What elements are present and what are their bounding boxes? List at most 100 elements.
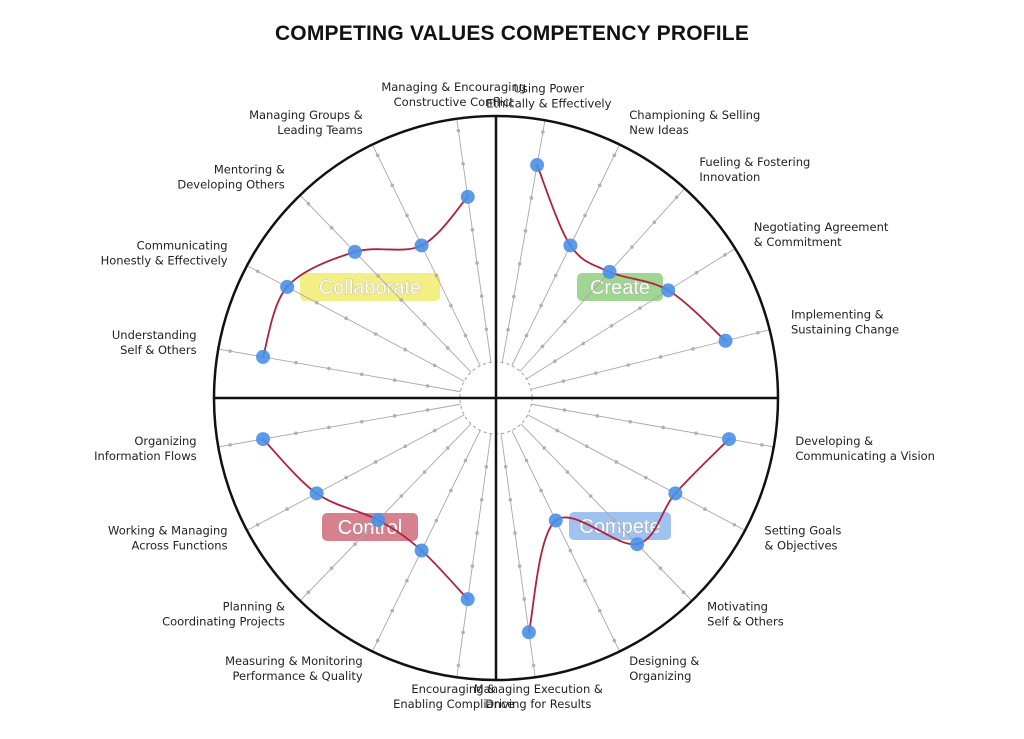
- scale-tick: [541, 130, 545, 134]
- scale-tick: [344, 475, 348, 480]
- spoke-line: [519, 188, 686, 372]
- competency-label: Working & Managing Across Functions: [108, 524, 228, 553]
- scale-tick: [375, 638, 380, 643]
- scale-tick: [463, 333, 468, 338]
- spoke-line: [511, 144, 621, 366]
- scale-tick: [674, 195, 679, 200]
- scale-tick: [434, 518, 439, 523]
- scale-tick: [461, 630, 465, 635]
- scale-tick: [228, 443, 232, 447]
- scale-tick: [661, 425, 665, 430]
- scale-tick: [561, 379, 566, 384]
- scale-tick: [542, 446, 547, 450]
- spoke-line: [371, 144, 481, 366]
- scale-tick: [344, 316, 348, 321]
- scale-tick: [422, 322, 427, 326]
- data-point: [718, 333, 733, 348]
- competency-label: Implementing & Sustaining Change: [791, 307, 899, 336]
- scale-tick: [506, 327, 510, 332]
- scale-tick: [392, 378, 397, 382]
- quadrant-highlight-collaborate: [300, 273, 440, 301]
- scale-tick: [523, 229, 528, 233]
- spoke-line: [501, 120, 546, 363]
- scale-tick: [756, 330, 760, 335]
- scale-tick: [644, 475, 648, 480]
- spoke-line: [527, 414, 746, 531]
- spoke-line: [511, 430, 621, 652]
- competency-label: Designing & Organizing: [629, 654, 699, 683]
- data-point: [521, 625, 536, 640]
- scale-tick: [694, 270, 699, 275]
- scale-tick: [329, 566, 334, 570]
- scale-tick: [612, 153, 617, 158]
- quadrant-label-create: Create: [590, 277, 650, 299]
- scale-tick: [595, 414, 600, 418]
- scale-tick: [445, 446, 450, 450]
- data-point: [309, 486, 324, 501]
- scale-tick: [470, 564, 475, 568]
- scale-tick: [628, 419, 633, 424]
- competency-label: Encouraging & Enabling Compliance: [393, 682, 514, 711]
- data-point: [668, 486, 683, 501]
- scale-tick: [588, 494, 593, 498]
- scale-tick: [432, 428, 437, 433]
- scale-tick: [484, 464, 489, 469]
- scale-tick: [540, 344, 545, 349]
- competency-label: Mentoring & Developing Others: [177, 162, 284, 191]
- scale-tick: [422, 470, 427, 474]
- scale-tick: [609, 323, 614, 328]
- scale-tick: [392, 414, 397, 418]
- spoke-line: [299, 194, 472, 373]
- scale-tick: [359, 419, 364, 424]
- scale-tick: [581, 341, 586, 346]
- scale-tick: [539, 303, 543, 308]
- scale-tick: [390, 608, 395, 613]
- scale-tick: [445, 346, 450, 350]
- scale-tick: [475, 261, 479, 265]
- scale-tick: [306, 201, 311, 206]
- data-point: [548, 513, 563, 528]
- scale-tick: [694, 431, 698, 436]
- scale-tick: [484, 327, 489, 332]
- competency-label: Measuring & Monitoring Performance & Qual…: [225, 654, 363, 683]
- scale-tick: [658, 566, 663, 570]
- scale-tick: [652, 220, 657, 224]
- scale-tick: [565, 470, 570, 474]
- scale-tick: [463, 458, 468, 463]
- competency-label: Setting Goals & Objectives: [764, 524, 841, 553]
- scale-tick: [327, 366, 331, 371]
- competency-label: Using Power Ethically & Effectively: [486, 82, 611, 111]
- data-point: [280, 279, 295, 294]
- competency-label: Motivating Self & Others: [707, 600, 784, 629]
- spoke-line: [500, 433, 536, 678]
- data-point: [460, 189, 475, 204]
- scale-tick: [585, 444, 589, 449]
- scale-tick: [723, 253, 727, 257]
- scale-tick: [585, 294, 589, 299]
- scale-tick: [658, 355, 663, 359]
- scale-tick: [563, 319, 567, 324]
- scale-tick: [403, 347, 407, 352]
- data-point: [460, 592, 475, 607]
- scale-tick: [359, 372, 364, 377]
- scale-tick: [508, 498, 513, 502]
- scale-tick: [562, 408, 567, 412]
- scale-tick: [691, 347, 695, 351]
- scale-tick: [306, 590, 311, 595]
- scale-tick: [228, 349, 232, 353]
- scale-tick: [524, 458, 529, 463]
- scale-tick: [703, 507, 707, 511]
- spoke-line: [530, 329, 770, 390]
- competency-label: Negotiating Agreement & Commitment: [754, 220, 889, 249]
- scale-tick: [517, 564, 522, 568]
- competency-label: Communicating Honestly & Effectively: [101, 238, 228, 267]
- spoke-line: [520, 423, 693, 602]
- scale-tick: [434, 273, 439, 278]
- scale-tick: [390, 183, 395, 188]
- scale-tick: [512, 294, 516, 299]
- scale-tick: [760, 443, 764, 447]
- scale-tick: [353, 542, 357, 546]
- scale-tick: [597, 608, 602, 613]
- scale-tick: [432, 363, 437, 368]
